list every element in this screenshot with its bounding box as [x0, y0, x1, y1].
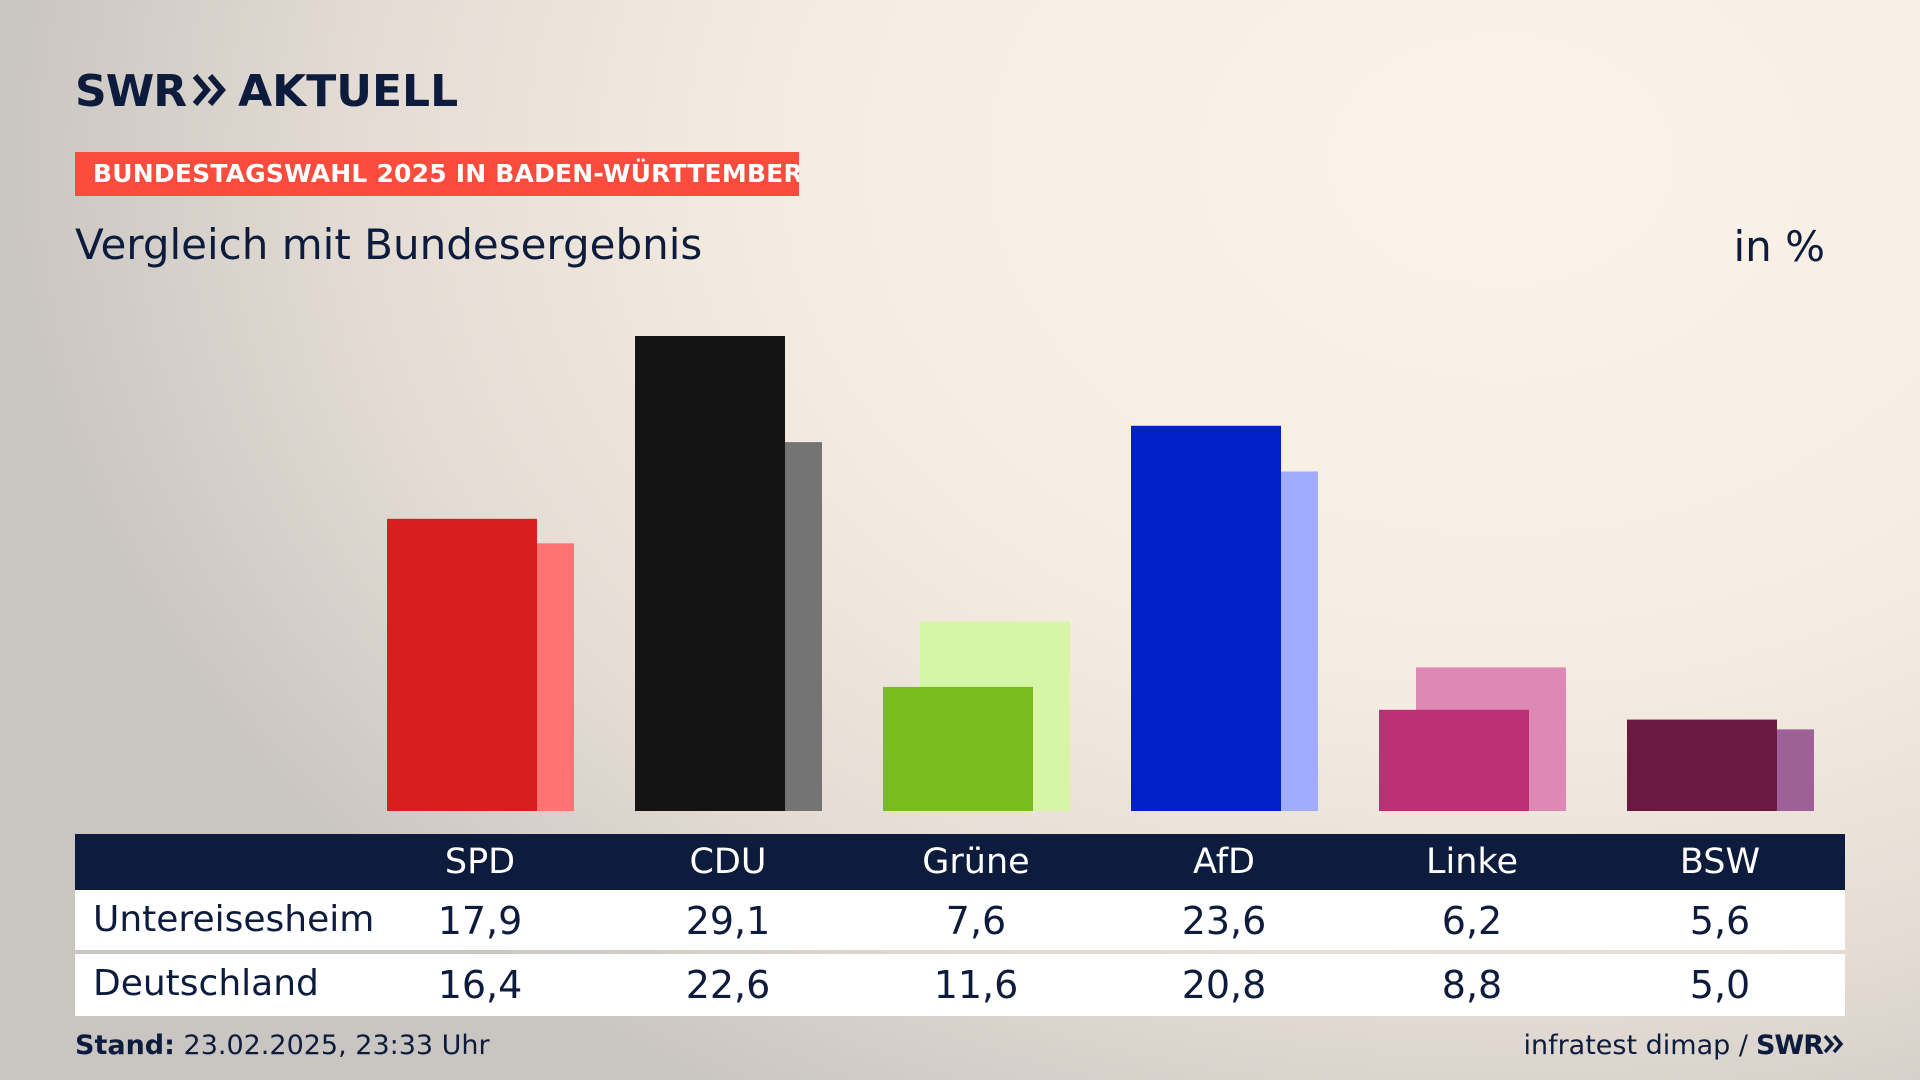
column-header-linke: Linke	[1426, 842, 1518, 882]
table-cell: 6,2	[1441, 899, 1503, 943]
stand-value: 23.02.2025, 23:33 Uhr	[183, 1030, 490, 1061]
row-label: Deutschland	[93, 963, 319, 1004]
table-cell: 8,8	[1441, 963, 1503, 1007]
footer-swr-logo: SWR	[1755, 1030, 1824, 1061]
election-banner: BUNDESTAGSWAHL 2025 IN BADEN-WÜRTTEMBERG	[75, 152, 799, 196]
source-credit: infratest dimap / SWR	[1523, 1030, 1845, 1061]
results-table: SPD CDU Grüne AfD Linke BSW Untereiseshe…	[75, 834, 1845, 1016]
bar-untereisesheim-cdu	[635, 336, 785, 811]
bar-untereisesheim-afd	[1131, 425, 1281, 811]
footer-chevron-icon	[1823, 1030, 1845, 1061]
bar-untereisesheim-linke	[1379, 709, 1529, 811]
table-cell: 20,8	[1181, 963, 1267, 1007]
source-text: infratest dimap /	[1523, 1030, 1748, 1061]
timestamp: Stand: 23.02.2025, 23:33 Uhr	[75, 1030, 490, 1061]
table-row-deutschland: Deutschland 16,4 22,6 11,6 20,8 8,8 5,0	[75, 954, 1845, 1016]
column-header-gruene: Grüne	[922, 842, 1030, 882]
table-cell: 22,6	[685, 963, 771, 1007]
column-header-bsw: BSW	[1679, 842, 1761, 882]
column-header-cdu: CDU	[689, 842, 767, 882]
double-chevron-icon	[192, 73, 228, 111]
table-cell: 11,6	[933, 963, 1019, 1007]
row-label: Untereisesheim	[93, 899, 375, 940]
chart-subtitle: Vergleich mit Bundesergebnis	[75, 220, 703, 269]
bar-untereisesheim-spd	[387, 518, 537, 811]
column-header-afd: AfD	[1193, 842, 1255, 882]
table-cell: 5,0	[1689, 963, 1751, 1007]
table-row-untereisesheim: Untereisesheim 17,9 29,1 7,6 23,6 6,2 5,…	[75, 890, 1845, 950]
logo-aktuell-text: AKTUELL	[238, 66, 459, 117]
table-cell: 7,6	[945, 899, 1007, 943]
bar-chart	[387, 336, 1814, 811]
table-cell: 16,4	[437, 963, 523, 1007]
table-cell: 5,6	[1689, 899, 1751, 943]
table-cell: 23,6	[1181, 899, 1267, 943]
stand-label: Stand:	[75, 1030, 175, 1061]
bar-untereisesheim-bsw	[1627, 719, 1777, 811]
swr-aktuell-logo: SWR AKTUELL	[75, 66, 458, 117]
logo-swr-text: SWR	[75, 66, 187, 117]
column-header-spd: SPD	[444, 842, 516, 882]
table-cell: 29,1	[685, 899, 771, 943]
table-cell: 17,9	[437, 899, 523, 943]
unit-label: in %	[1733, 222, 1825, 271]
table-header: SPD CDU Grüne AfD Linke BSW	[75, 834, 1845, 890]
bar-untereisesheim-grüne	[883, 686, 1033, 811]
